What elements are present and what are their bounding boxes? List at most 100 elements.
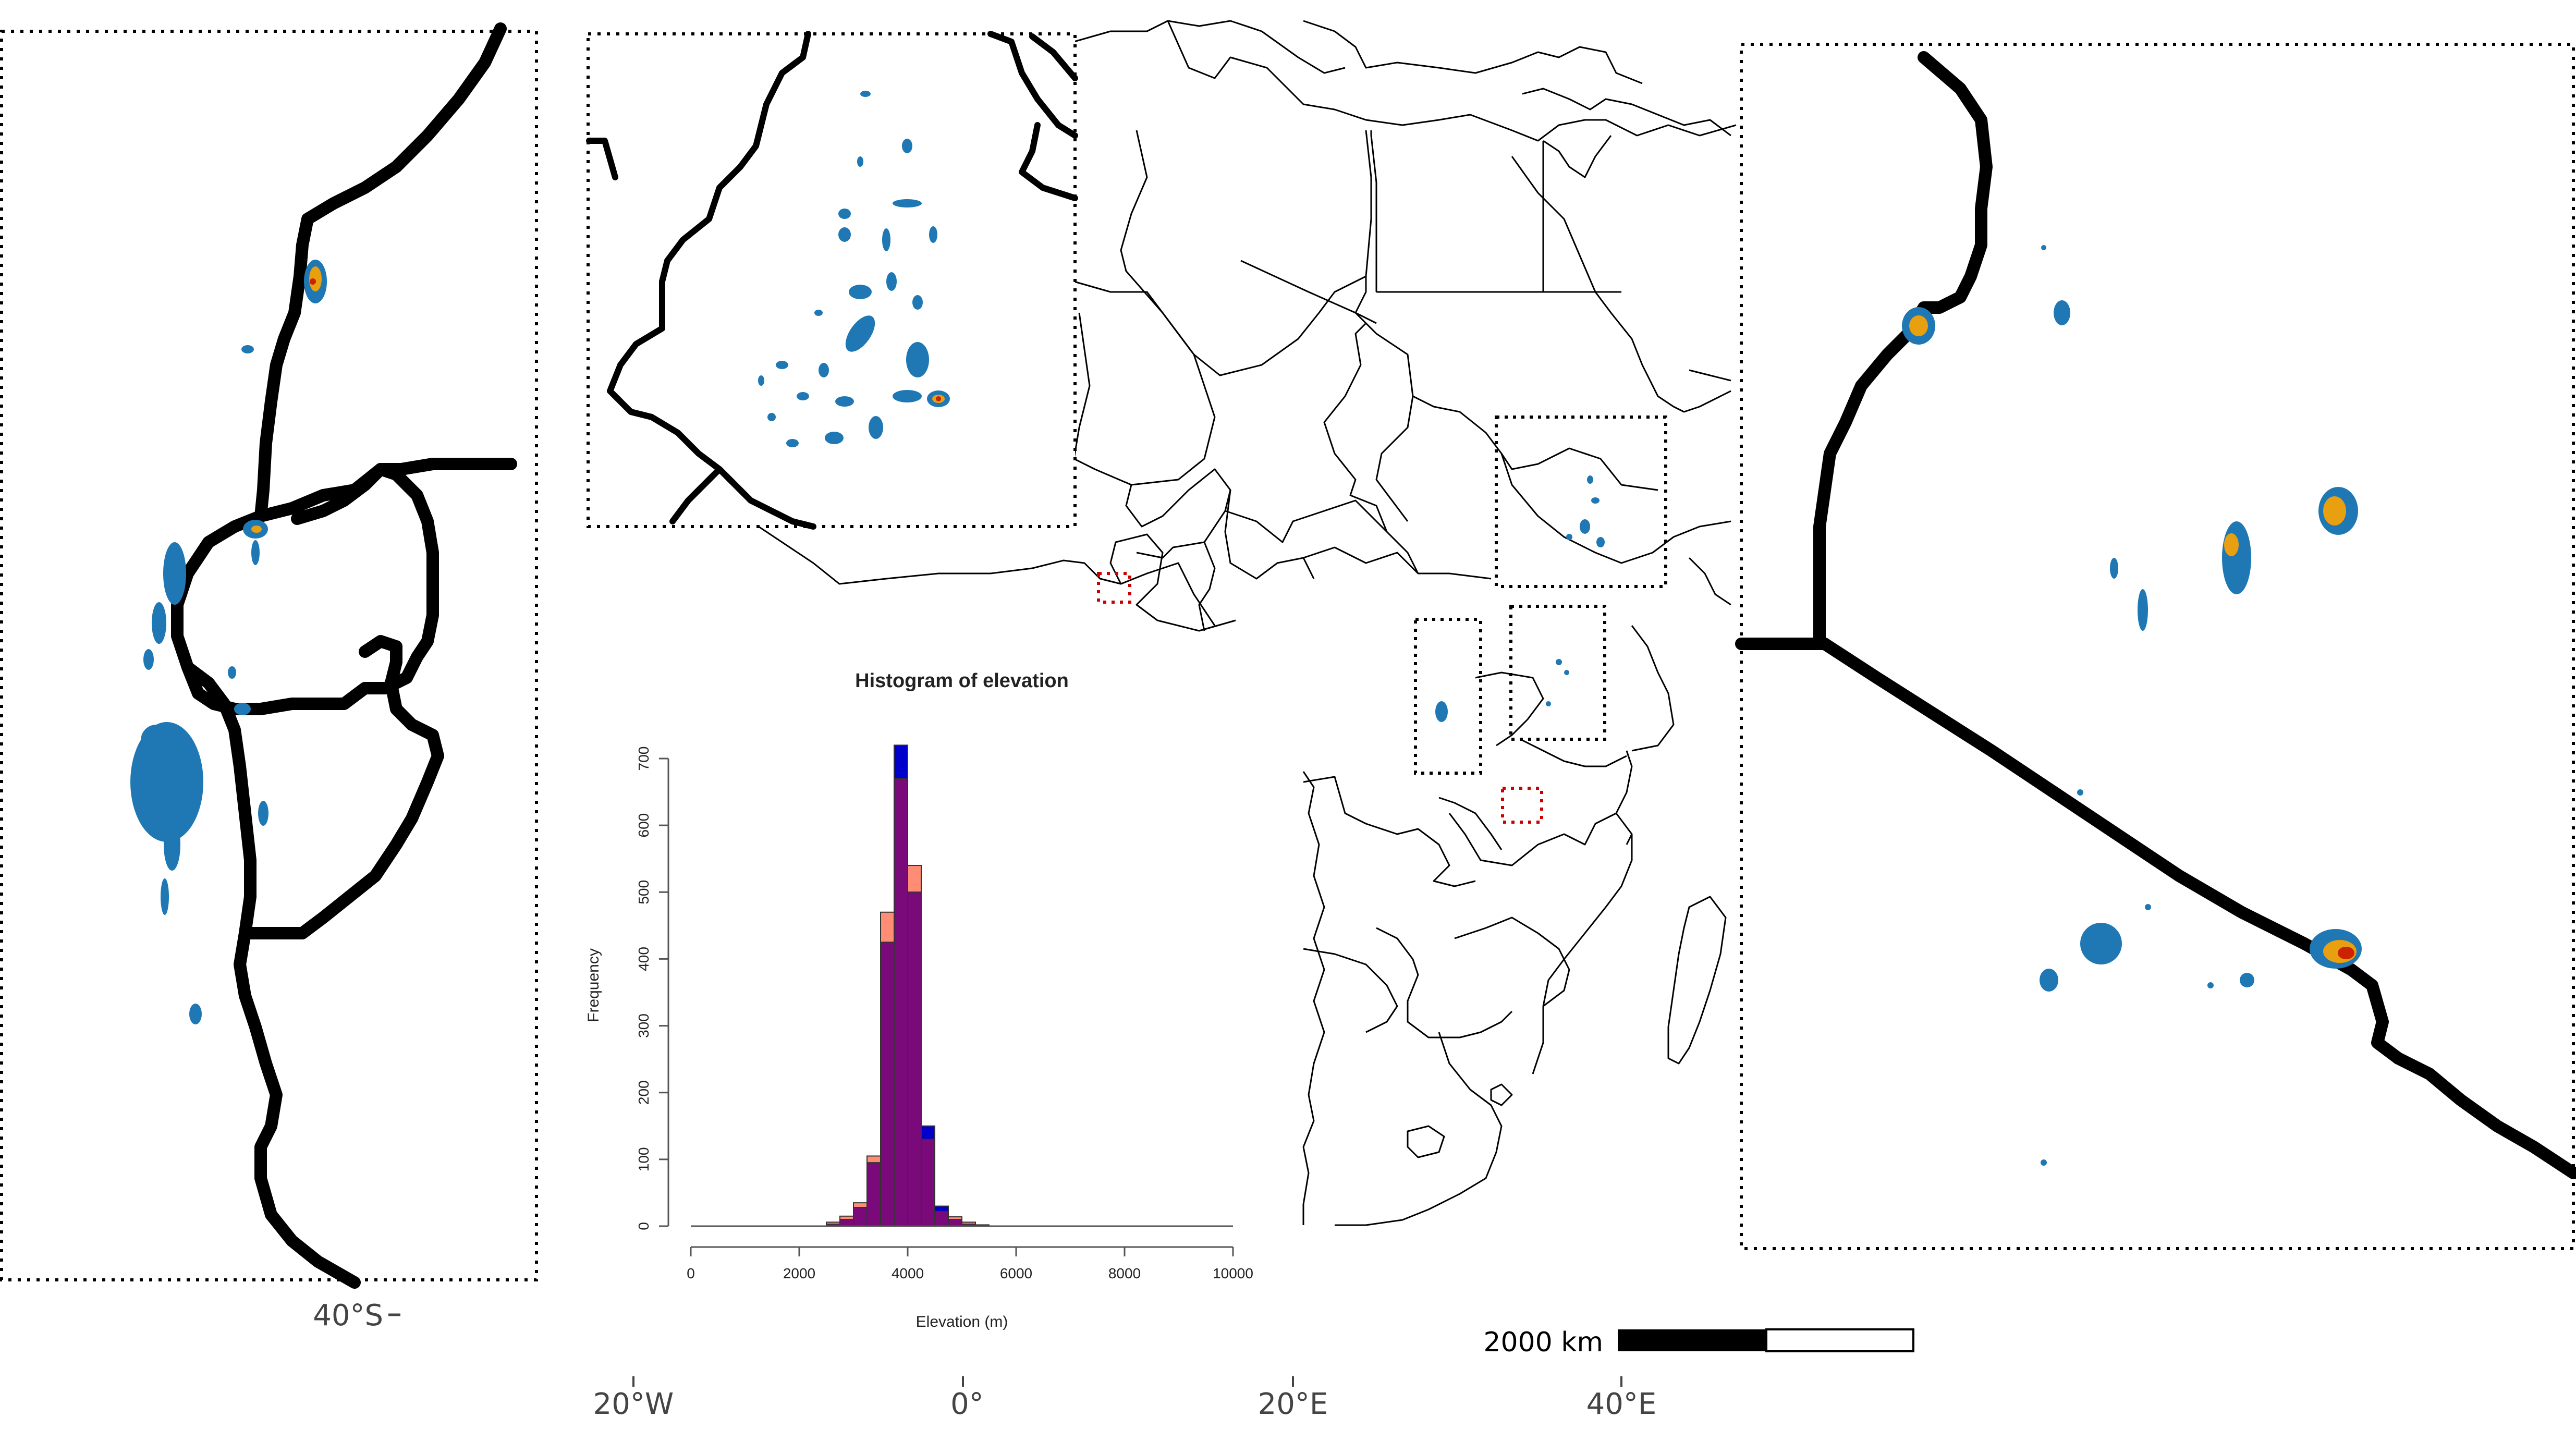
- angola-border: [1303, 776, 1476, 887]
- sinai-coast: [1543, 135, 1612, 178]
- histogram-x-axis-label: Elevation (m): [916, 1313, 1008, 1330]
- histogram-y-tick-label: 0: [636, 1222, 652, 1230]
- histogram-x-tick-label: 2000: [783, 1265, 815, 1281]
- histogram-bar-excess: [880, 911, 895, 943]
- marker-lake-raster: [1435, 701, 1448, 722]
- ethiopia-border: [1500, 453, 1731, 564]
- niger-border: [1073, 280, 1216, 486]
- histogram-bar-overlap: [894, 778, 908, 1227]
- lesotho-border: [1490, 1083, 1513, 1106]
- car-border: [1225, 499, 1492, 580]
- mali-border: [1073, 312, 1091, 459]
- balkan-coast-fragment: [1303, 20, 1643, 84]
- nigeria-border: [1125, 468, 1231, 559]
- east-coast-red-sea: [1511, 156, 1731, 413]
- libya-egypt-border: [1370, 130, 1377, 292]
- marker-ethiopia-raster: [1566, 475, 1605, 547]
- arabian-fragment: [1689, 369, 1731, 382]
- central-west-coastline: [1109, 533, 1236, 632]
- north-africa-coastline: [1073, 20, 1737, 142]
- top-inset: [586, 31, 1078, 530]
- congo-border: [1303, 546, 1419, 575]
- southern-lake-outline: [1407, 1125, 1445, 1158]
- scale-bar: 2000 km: [1483, 1327, 1914, 1358]
- histogram-y-tick-label: 100: [636, 1147, 652, 1171]
- histogram-bar-excess: [934, 1205, 949, 1212]
- histogram-y-tick-label: 500: [636, 880, 652, 905]
- aegean-coast-fragment: [1522, 88, 1731, 137]
- histogram-bar-excess: [907, 865, 922, 893]
- scale-bar-label: 2000 km: [1483, 1327, 1603, 1358]
- southern-africa-west-coast: [1302, 771, 1325, 1225]
- marker-ethiopia-box: [1495, 416, 1667, 588]
- drc-north-border: [1224, 490, 1315, 580]
- lon-label-40e: 40°E: [1586, 1387, 1657, 1421]
- lon-label-20w: 20°W: [593, 1387, 674, 1421]
- left-inset-borders: [171, 22, 517, 1289]
- histogram-bar-overlap: [921, 1139, 935, 1227]
- top-inset-borders: [586, 31, 1078, 530]
- libya-chad-border: [1240, 260, 1377, 324]
- scale-bar-black-segment: [1618, 1329, 1766, 1351]
- algeria-border: [1120, 130, 1366, 376]
- east-coast-lower: [1615, 750, 1633, 814]
- histogram-bar-excess: [894, 744, 908, 779]
- marker-kenya-box: [1509, 605, 1606, 741]
- histogram-bar-overlap: [948, 1219, 962, 1227]
- left-inset: [0, 22, 538, 1289]
- kenya-coast: [1631, 625, 1675, 752]
- zambia-border: [1448, 812, 1633, 866]
- marker-kenya-raster: [1546, 659, 1569, 706]
- histogram-bar-overlap: [839, 1219, 854, 1227]
- right-inset-borders: [1735, 51, 2576, 1179]
- histogram-x-tick-label: 10000: [1213, 1265, 1253, 1281]
- elevation-histogram: Histogram of elevation Frequency Elevati…: [585, 670, 1253, 1330]
- histogram-bar-overlap: [880, 942, 895, 1227]
- histogram-y-tick-label: 600: [636, 813, 652, 838]
- histogram-bar-overlap: [934, 1211, 949, 1227]
- histogram-title: Histogram of elevation: [855, 670, 1069, 692]
- histogram-y-tick-label: 300: [636, 1013, 652, 1038]
- histogram-bar-overlap: [853, 1207, 868, 1227]
- tanzania-border: [1522, 739, 1627, 767]
- lat-label-40s: 40°S: [313, 1299, 383, 1333]
- histogram-bars: [826, 744, 990, 1227]
- sudan-border: [1412, 395, 1658, 491]
- histogram-bar-excess: [853, 1202, 868, 1208]
- histogram-y-tick-label: 400: [636, 947, 652, 971]
- botswana-border: [1376, 927, 1513, 1038]
- lon-label-0: 0°: [950, 1387, 984, 1421]
- histogram-bar-excess: [866, 1155, 881, 1164]
- right-inset: [1735, 43, 2576, 1250]
- mozambique-border: [1532, 834, 1633, 1074]
- chad-east-border: [1354, 312, 1414, 522]
- zimbabwe-border: [1454, 916, 1570, 1007]
- drc-south-border: [1438, 797, 1503, 850]
- south-africa-border: [1335, 1032, 1503, 1226]
- west-africa-coastline: [750, 520, 1216, 626]
- right-inset-frame: [1740, 43, 2575, 1250]
- histogram-x-tick-label: 8000: [1108, 1265, 1141, 1281]
- histogram-x-tick-label: 0: [687, 1265, 695, 1281]
- cameroon-border: [1198, 542, 1216, 631]
- africa-country-borders: [750, 20, 1737, 1226]
- europe-coast-fragment: [1167, 20, 1346, 74]
- map-axes: 20°W 0° 20°E 40°E 40°S: [313, 1299, 1656, 1421]
- histogram-y-tick-label: 700: [636, 747, 652, 771]
- right-inset-raster: [1902, 245, 2362, 1166]
- marker-malawi-red-box: [1501, 787, 1543, 824]
- histogram-x-tick-label: 4000: [892, 1265, 924, 1281]
- left-inset-raster: [130, 260, 327, 1024]
- histogram-bar-excess: [921, 1125, 935, 1140]
- histogram-axes: 0 100 200 300 400 500 600 700 0 2000 4000 6000 8000 1…: [636, 747, 1253, 1281]
- region-markers: [1097, 416, 1667, 824]
- east-africa-lakes-border: [1475, 671, 1544, 747]
- top-inset-raster: [758, 91, 950, 447]
- somalia-coast: [1688, 557, 1731, 606]
- scale-bar-white-segment: [1765, 1328, 1914, 1352]
- madagascar-outline: [1667, 896, 1727, 1065]
- marker-cameroon-red-box: [1097, 572, 1131, 604]
- histogram-bar-overlap: [866, 1162, 881, 1227]
- top-inset-frame: [587, 32, 1077, 528]
